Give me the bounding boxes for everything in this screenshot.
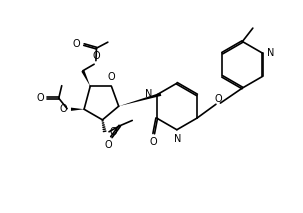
- Polygon shape: [71, 108, 84, 111]
- Text: O: O: [108, 72, 115, 82]
- Polygon shape: [119, 93, 161, 106]
- Text: O: O: [92, 51, 100, 61]
- Text: N: N: [267, 48, 274, 58]
- Text: O: O: [215, 94, 222, 104]
- Text: O: O: [109, 127, 117, 137]
- Polygon shape: [81, 70, 90, 86]
- Text: O: O: [105, 140, 112, 150]
- Text: N: N: [174, 134, 181, 144]
- Text: O: O: [73, 39, 80, 49]
- Text: O: O: [59, 104, 67, 114]
- Text: N: N: [145, 89, 152, 99]
- Text: O: O: [36, 93, 44, 103]
- Text: O: O: [149, 137, 157, 147]
